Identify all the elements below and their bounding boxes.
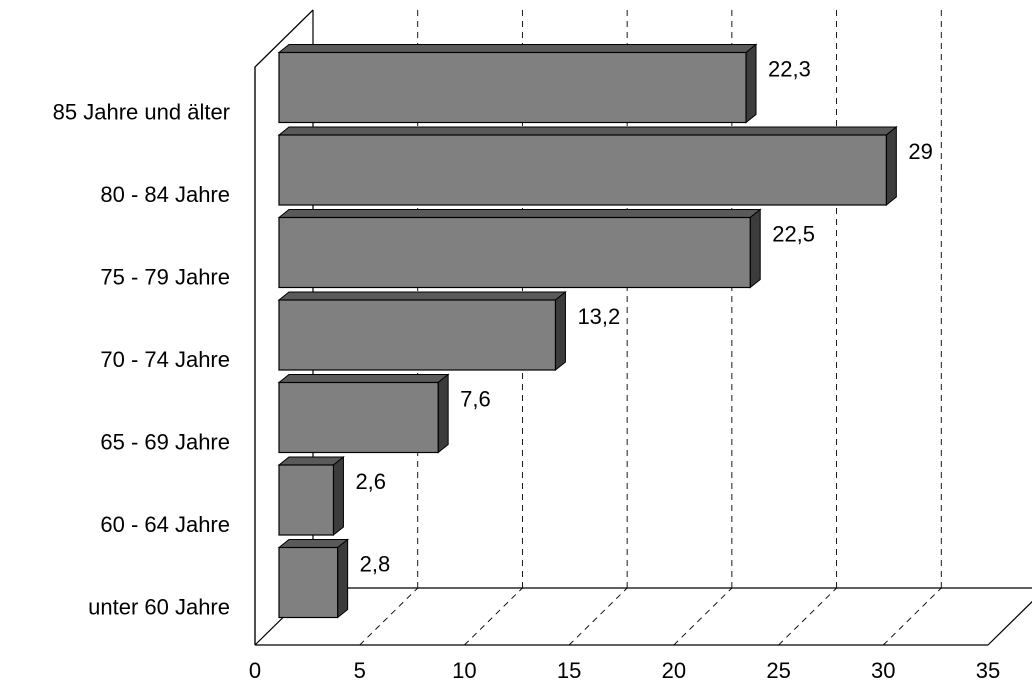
x-tick-label: 5 bbox=[354, 658, 366, 683]
gridline-floor-10 bbox=[464, 587, 523, 646]
bar-side bbox=[332, 455, 344, 537]
x-tick-label: 0 bbox=[249, 658, 261, 683]
bar-side bbox=[749, 208, 761, 289]
bar-value-label: 13,2 bbox=[577, 304, 620, 329]
category-label: 70 - 74 Jahre bbox=[100, 347, 230, 372]
bar-top bbox=[277, 291, 567, 301]
gridline-floor-30 bbox=[882, 587, 942, 646]
bar-side bbox=[554, 290, 566, 372]
bar-value-label: 22,5 bbox=[772, 222, 815, 247]
x-tick-label: 15 bbox=[557, 658, 581, 683]
bar bbox=[278, 134, 887, 206]
gridline-floor-15 bbox=[568, 587, 628, 646]
bar-value-label: 2,8 bbox=[360, 552, 391, 577]
bar-top bbox=[277, 539, 350, 548]
left-wall-top-edge bbox=[254, 9, 314, 68]
bar-side bbox=[337, 538, 349, 619]
bar-top bbox=[277, 44, 758, 53]
gridline-floor-25 bbox=[778, 587, 837, 646]
bar-value-label: 7,6 bbox=[460, 387, 491, 412]
bars bbox=[277, 43, 898, 619]
bar bbox=[278, 216, 751, 289]
category-labels: 85 Jahre und älter 80 - 84 Jahre 75 - 79 J… bbox=[53, 100, 230, 620]
bar-value-label: 29 bbox=[908, 139, 932, 164]
x-axis-ticks: 0 5 10 15 20 25 30 35 bbox=[249, 658, 1000, 683]
category-label: 80 - 84 Jahre bbox=[100, 182, 230, 207]
category-label: unter 60 Jahre bbox=[88, 595, 230, 620]
bar bbox=[278, 464, 335, 536]
bar bbox=[278, 51, 747, 124]
x-tick-label: 35 bbox=[976, 658, 1000, 683]
bar-side bbox=[745, 43, 757, 124]
bar bbox=[278, 381, 439, 454]
bar-top bbox=[277, 209, 762, 218]
bar bbox=[278, 546, 339, 619]
bar bbox=[278, 299, 557, 371]
x-tick-label: 20 bbox=[662, 658, 686, 683]
value-labels: 22,3 29 22,5 13,2 7,6 2,6 2,8 bbox=[355, 57, 932, 577]
bar-value-label: 22,3 bbox=[768, 57, 811, 82]
category-label: 85 Jahre und älter bbox=[53, 100, 230, 125]
x-tick-label: 10 bbox=[452, 658, 476, 683]
gridline-floor-20 bbox=[673, 587, 733, 646]
category-label: 75 - 79 Jahre bbox=[100, 265, 230, 290]
bar-value-label: 2,6 bbox=[355, 469, 386, 494]
bar-side bbox=[885, 125, 897, 207]
category-label: 60 - 64 Jahre bbox=[100, 512, 230, 537]
x-tick-label: 25 bbox=[766, 658, 790, 683]
bar-side bbox=[437, 373, 449, 454]
x-tick-label: 30 bbox=[871, 658, 895, 683]
bar-top bbox=[277, 456, 345, 466]
floor-right-edge bbox=[987, 600, 1032, 646]
bar-top bbox=[277, 126, 898, 136]
gridline-floor-5 bbox=[359, 587, 419, 646]
bar-top bbox=[277, 374, 450, 383]
category-label: 65 - 69 Jahre bbox=[100, 430, 230, 455]
